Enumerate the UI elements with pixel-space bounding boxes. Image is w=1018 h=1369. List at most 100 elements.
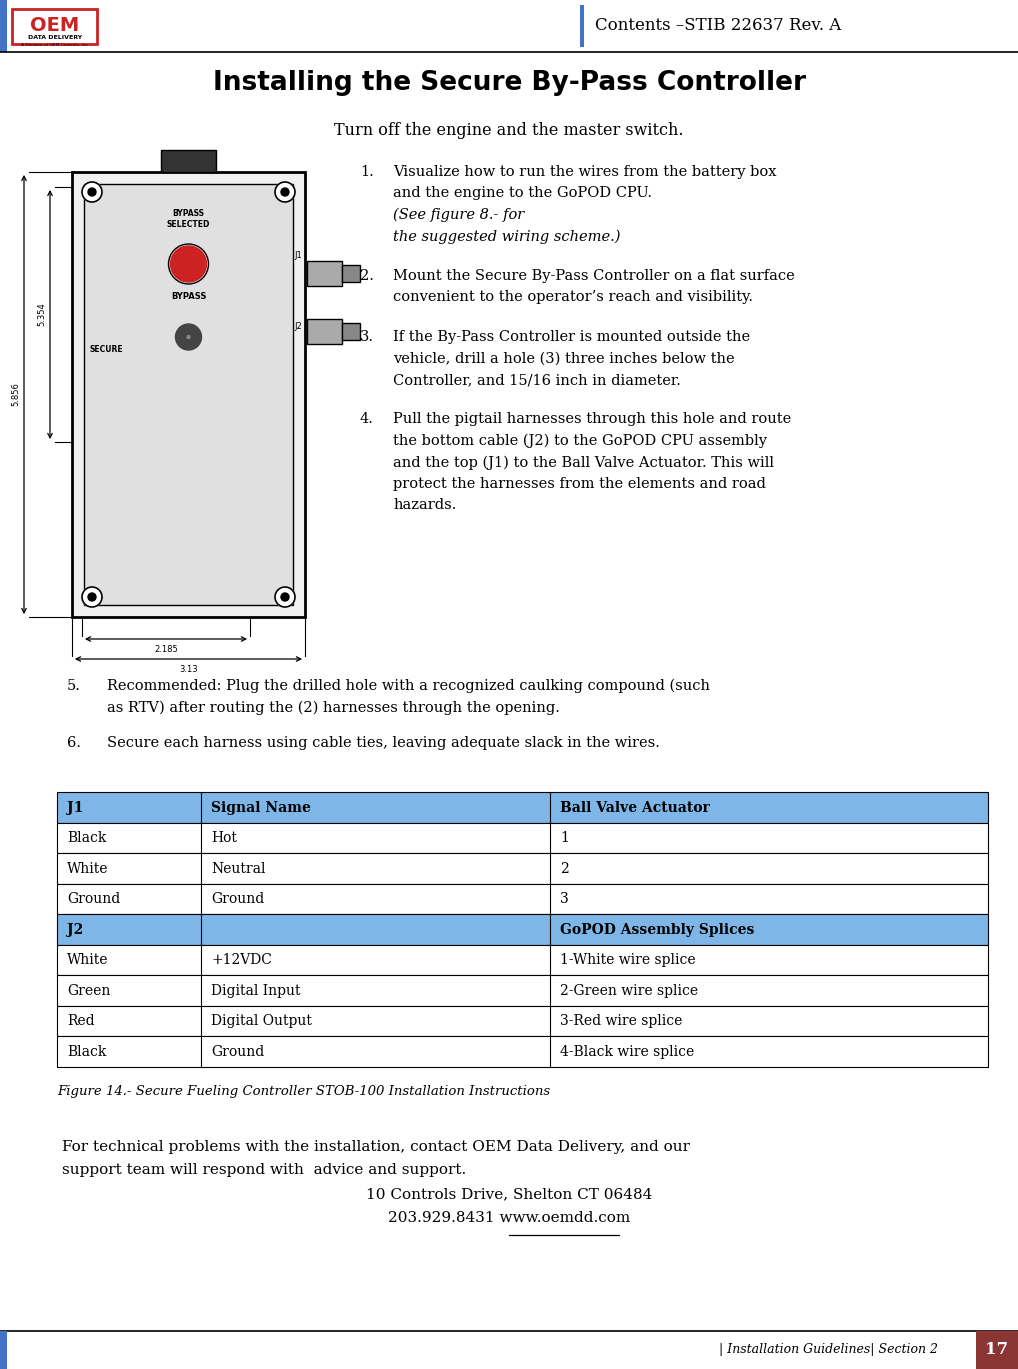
Text: Green: Green (67, 984, 110, 998)
Text: 4.: 4. (360, 412, 374, 427)
Text: Contents –STIB 22637 Rev. A: Contents –STIB 22637 Rev. A (595, 18, 841, 34)
Text: 1-White wire splice: 1-White wire splice (561, 953, 696, 968)
Bar (57, 793, 988, 823)
Bar (161, 151, 216, 172)
Bar (57, 823, 988, 853)
Text: A Division of OEM Controls, Inc.: A Division of OEM Controls, Inc. (21, 44, 90, 48)
Text: J2: J2 (67, 923, 83, 936)
Text: Pull the pigtail harnesses through this hole and route: Pull the pigtail harnesses through this … (393, 412, 791, 427)
Text: J1: J1 (67, 801, 83, 815)
Text: White: White (67, 861, 109, 876)
Bar (57, 914, 988, 945)
Circle shape (187, 335, 190, 338)
Text: Digital Output: Digital Output (212, 1014, 313, 1028)
Bar (307, 319, 342, 344)
Text: 3: 3 (561, 893, 569, 906)
Text: 3.13: 3.13 (179, 665, 197, 674)
Text: Neutral: Neutral (212, 861, 266, 876)
Text: 2: 2 (561, 861, 569, 876)
Bar (57, 1006, 988, 1036)
Text: (See figure 8.- for: (See figure 8.- for (393, 208, 524, 222)
Text: 5.856: 5.856 (11, 382, 20, 407)
Text: BYPASS: BYPASS (171, 292, 207, 301)
Text: 10 Controls Drive, Shelton CT 06484: 10 Controls Drive, Shelton CT 06484 (365, 1187, 653, 1201)
Text: DATA DELIVERY: DATA DELIVERY (27, 36, 82, 41)
Text: Installing the Secure By-Pass Controller: Installing the Secure By-Pass Controller (213, 70, 805, 96)
Circle shape (82, 587, 102, 606)
Text: 17: 17 (985, 1342, 1009, 1358)
Circle shape (170, 246, 207, 282)
Text: J1: J1 (294, 252, 302, 260)
Text: Secure each harness using cable ties, leaving adequate slack in the wires.: Secure each harness using cable ties, le… (107, 737, 660, 750)
Text: OEM: OEM (31, 16, 79, 36)
Text: 5.354: 5.354 (37, 303, 46, 326)
Circle shape (82, 182, 102, 203)
Text: 1: 1 (561, 831, 569, 845)
Bar (342, 323, 360, 340)
Bar (57, 976, 988, 1006)
Text: the bottom cable (J2) to the GoPOD CPU assembly: the bottom cable (J2) to the GoPOD CPU a… (393, 434, 767, 449)
Bar (342, 266, 360, 282)
Circle shape (88, 593, 96, 601)
Text: 5.: 5. (67, 679, 80, 693)
Bar (307, 261, 342, 286)
Circle shape (275, 587, 295, 606)
Text: 1.: 1. (360, 166, 374, 179)
Text: Ground: Ground (212, 1045, 265, 1058)
Text: 2.185: 2.185 (154, 645, 178, 654)
Text: 2.: 2. (360, 268, 374, 283)
Text: convenient to the operator’s reach and visibility.: convenient to the operator’s reach and v… (393, 290, 753, 304)
Text: BYPASS
SELECTED: BYPASS SELECTED (167, 209, 210, 229)
Text: +12VDC: +12VDC (212, 953, 272, 968)
Text: 6.: 6. (67, 737, 81, 750)
Text: Signal Name: Signal Name (212, 801, 312, 815)
Text: vehicle, drill a hole (3) three inches below the: vehicle, drill a hole (3) three inches b… (393, 352, 735, 366)
Text: Recommended: Plug the drilled hole with a recognized caulking compound (such: Recommended: Plug the drilled hole with … (107, 679, 710, 693)
Bar (976, 1331, 1018, 1369)
Text: the suggested wiring scheme.): the suggested wiring scheme.) (393, 230, 621, 244)
Text: SECURE: SECURE (89, 345, 122, 355)
Text: For technical problems with the installation, contact OEM Data Delivery, and our: For technical problems with the installa… (62, 1140, 690, 1154)
Circle shape (175, 324, 202, 350)
Text: Controller, and 15/16 inch in diameter.: Controller, and 15/16 inch in diameter. (393, 372, 681, 387)
Text: and the top (J1) to the Ball Valve Actuator. This will: and the top (J1) to the Ball Valve Actua… (393, 456, 774, 470)
Bar (0, 0, 7, 52)
Text: Ground: Ground (67, 893, 120, 906)
Circle shape (281, 188, 289, 196)
Bar (57, 1036, 988, 1066)
Text: White: White (67, 953, 109, 968)
Text: Turn off the engine and the master switch.: Turn off the engine and the master switc… (334, 122, 684, 140)
Text: 3.: 3. (360, 330, 374, 344)
Bar (57, 853, 988, 884)
Text: Visualize how to run the wires from the battery box: Visualize how to run the wires from the … (393, 166, 777, 179)
Text: Red: Red (67, 1014, 95, 1028)
Text: Hot: Hot (212, 831, 237, 845)
Bar (57, 945, 988, 976)
Text: Digital Input: Digital Input (212, 984, 300, 998)
Bar (0, 1331, 7, 1369)
Bar (84, 183, 293, 605)
Text: hazards.: hazards. (393, 498, 456, 512)
Text: J2: J2 (294, 323, 302, 331)
Text: as RTV) after routing the (2) harnesses through the opening.: as RTV) after routing the (2) harnesses … (107, 701, 560, 715)
Circle shape (281, 593, 289, 601)
Text: 2-Green wire splice: 2-Green wire splice (561, 984, 698, 998)
Text: Black: Black (67, 1045, 106, 1058)
Bar (12, 10, 97, 44)
Bar (72, 172, 305, 617)
Text: Black: Black (67, 831, 106, 845)
Text: Mount the Secure By-Pass Controller on a flat surface: Mount the Secure By-Pass Controller on a… (393, 268, 795, 283)
Text: 4-Black wire splice: 4-Black wire splice (561, 1045, 694, 1058)
Text: 3-Red wire splice: 3-Red wire splice (561, 1014, 683, 1028)
Circle shape (88, 188, 96, 196)
Circle shape (275, 182, 295, 203)
Text: Figure 14.- Secure Fueling Controller STOB-100 Installation Instructions: Figure 14.- Secure Fueling Controller ST… (57, 1086, 550, 1098)
Bar (57, 884, 988, 914)
Text: Ball Valve Actuator: Ball Valve Actuator (561, 801, 711, 815)
Text: support team will respond with  advice and support.: support team will respond with advice an… (62, 1164, 466, 1177)
Text: 203.929.8431 www.oemdd.com: 203.929.8431 www.oemdd.com (388, 1210, 630, 1224)
Bar (580, 5, 584, 47)
Text: Ground: Ground (212, 893, 265, 906)
Text: protect the harnesses from the elements and road: protect the harnesses from the elements … (393, 476, 766, 491)
Text: If the By-Pass Controller is mounted outside the: If the By-Pass Controller is mounted out… (393, 330, 750, 344)
